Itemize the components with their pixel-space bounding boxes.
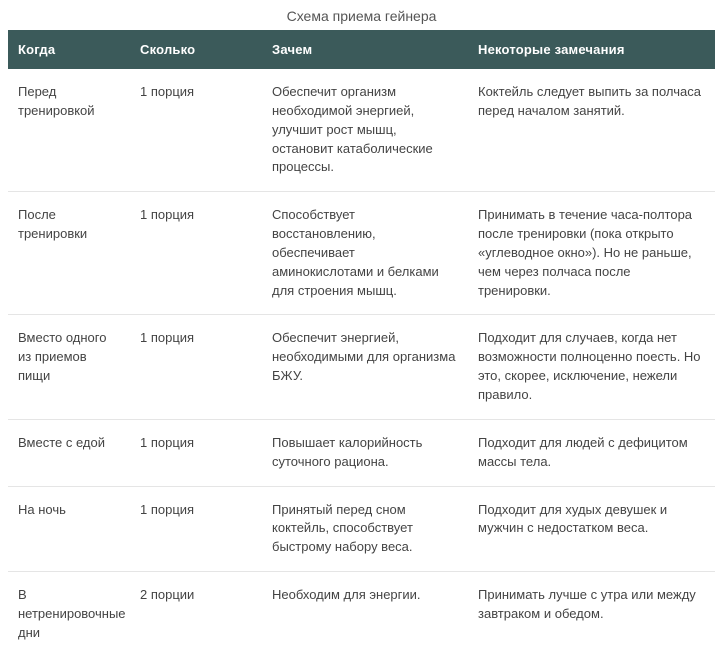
col-header-amount: Сколько <box>130 30 262 69</box>
cell-when: Вместе с едой <box>8 419 130 486</box>
cell-amount: 2 порции <box>130 572 262 657</box>
cell-notes: Коктейль следует выпить за полчаса перед… <box>468 69 715 192</box>
cell-purpose: Способствует восстановлению, обеспечивае… <box>262 192 468 315</box>
cell-amount: 1 порция <box>130 419 262 486</box>
table-row: Вместо одного из приемов пищи 1 порция О… <box>8 315 715 419</box>
cell-purpose: Обеспечит организм необходимой энергией,… <box>262 69 468 192</box>
cell-notes: Принимать лучше с утра или между завтрак… <box>468 572 715 657</box>
cell-purpose: Обеспечит энергией, необходимыми для орг… <box>262 315 468 419</box>
schedule-table: Когда Сколько Зачем Некоторые замечания … <box>8 30 715 657</box>
page-title: Схема приема гейнера <box>8 8 715 24</box>
cell-purpose: Необходим для энергии. <box>262 572 468 657</box>
cell-when: В нетренировочные дни <box>8 572 130 657</box>
col-header-notes: Некоторые замечания <box>468 30 715 69</box>
col-header-purpose: Зачем <box>262 30 468 69</box>
cell-notes: Подходит для худых девушек и мужчин с не… <box>468 486 715 572</box>
cell-when: Перед тренировкой <box>8 69 130 192</box>
cell-amount: 1 порция <box>130 69 262 192</box>
cell-amount: 1 порция <box>130 315 262 419</box>
cell-amount: 1 порция <box>130 486 262 572</box>
table-row: Перед тренировкой 1 порция Обеспечит орг… <box>8 69 715 192</box>
table-row: Вместе с едой 1 порция Повышает калорийн… <box>8 419 715 486</box>
col-header-when: Когда <box>8 30 130 69</box>
cell-notes: Подходит для случаев, когда нет возможно… <box>468 315 715 419</box>
cell-notes: Подходит для людей с дефицитом массы тел… <box>468 419 715 486</box>
table-row: После тренировки 1 порция Способствует в… <box>8 192 715 315</box>
table-header-row: Когда Сколько Зачем Некоторые замечания <box>8 30 715 69</box>
cell-when: На ночь <box>8 486 130 572</box>
cell-purpose: Повышает калорийность суточного рациона. <box>262 419 468 486</box>
table-row: На ночь 1 порция Принятый перед сном кок… <box>8 486 715 572</box>
cell-amount: 1 порция <box>130 192 262 315</box>
table-row: В нетренировочные дни 2 порции Необходим… <box>8 572 715 657</box>
cell-purpose: Принятый перед сном коктейль, способству… <box>262 486 468 572</box>
cell-when: После тренировки <box>8 192 130 315</box>
cell-notes: Принимать в течение часа-полтора после т… <box>468 192 715 315</box>
cell-when: Вместо одного из приемов пищи <box>8 315 130 419</box>
